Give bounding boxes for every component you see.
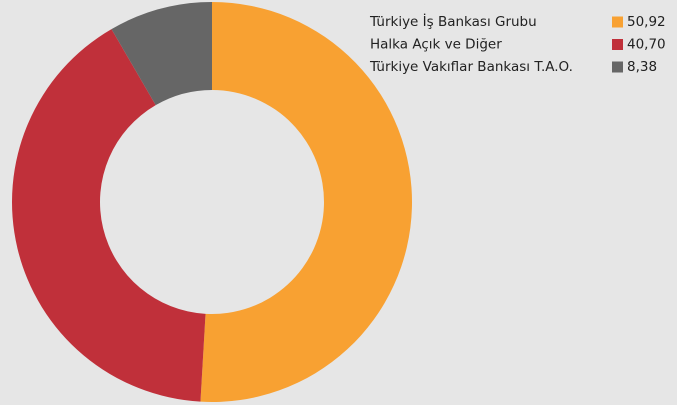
legend-swatch [612,61,623,73]
legend-label: Türkiye İş Bankası Grubu [369,12,537,30]
legend-value: 8,38 [627,59,657,75]
legend-value: 50,92 [627,14,666,30]
legend-swatch [612,16,623,28]
donut-segment [12,29,206,402]
legend-value: 40,70 [627,37,666,53]
legend-label: Halka Açık ve Diğer [370,37,502,53]
legend-swatch [612,39,623,50]
donut-segment [111,2,212,106]
donut-segment [200,2,413,403]
legend-label: Türkiye Vakıflar Bankası T.A.O. [369,59,573,75]
